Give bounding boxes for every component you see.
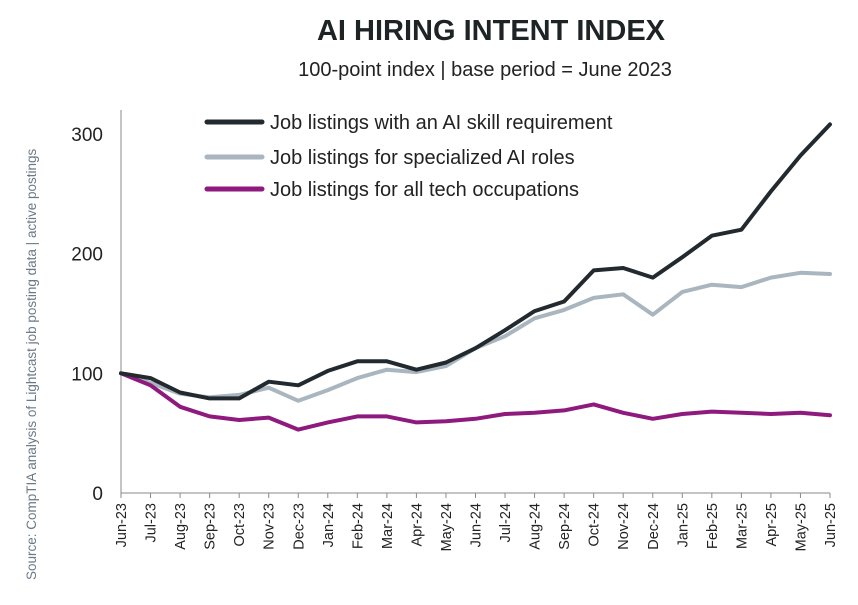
x-tick-label: Dec-24	[646, 503, 662, 550]
series-line-1	[119, 122, 832, 401]
x-tick-label: Feb-25	[705, 503, 721, 549]
x-tick-label: Feb-24	[350, 503, 366, 549]
y-tick-label: 200	[71, 245, 103, 266]
chart-subtitle: 100-point index | base period = June 202…	[298, 59, 672, 81]
x-tick-label: Mar-25	[734, 503, 750, 549]
x-tick-labels: Jun-23 Jul-23 Aug-23 Sep-23 Oct-23 Nov-23 Dec-…	[114, 503, 839, 551]
legend: Job listings with an AI skill requiremen…	[204, 112, 613, 201]
x-tick-label: Sep-23	[203, 503, 219, 550]
x-tick-label: Jan-24	[321, 503, 337, 547]
x-tick-label: Nov-23	[262, 503, 278, 550]
x-tick-label: Jun-24	[469, 503, 485, 547]
x-tick-label: Oct-24	[587, 503, 603, 547]
legend-item: Job listings with an AI skill requiremen…	[204, 112, 613, 134]
x-tick-label: Jan-25	[675, 503, 691, 547]
x-tick-label: May-24	[439, 503, 455, 551]
legend-label: Job listings with an AI skill requiremen…	[270, 112, 613, 134]
x-tick-label: Apr-25	[764, 503, 780, 547]
x-tick-label: May-25	[793, 503, 809, 551]
source-note: Source: CompTIA analysis of Lightcast jo…	[24, 149, 39, 580]
x-tick-label: Jul-23	[144, 503, 160, 543]
x-tick-label: Sep-24	[557, 503, 573, 550]
series-line-2	[119, 270, 832, 403]
x-tick-label: Nov-24	[616, 503, 632, 550]
series-lines	[119, 122, 832, 432]
plot-area: 0 100 200 300 Jun-23 Jul-23 Aug-23 Sep-23 Oct-2…	[71, 110, 839, 551]
legend-label: Job listings for specialized AI roles	[270, 147, 575, 169]
y-tick-labels: 0 100 200 300	[71, 125, 103, 505]
series-line-3	[119, 371, 832, 432]
legend-item: Job listings for specialized AI roles	[204, 147, 575, 169]
x-tick-label: Jun-23	[114, 503, 130, 547]
x-tick-label: Oct-23	[232, 503, 248, 547]
y-tick-label: 0	[92, 484, 103, 505]
x-tick-label: Aug-24	[528, 503, 544, 550]
x-tick-label: Apr-24	[409, 503, 425, 547]
legend-item: Job listings for all tech occupations	[204, 179, 579, 201]
x-tick-label: Dec-23	[291, 503, 307, 550]
x-tick-label: Jul-24	[498, 503, 514, 543]
x-tick-label: Aug-23	[173, 503, 189, 550]
x-tick-label: Jun-25	[823, 503, 839, 547]
chart-title: AI HIRING INTENT INDEX	[317, 15, 666, 47]
y-tick-label: 300	[71, 125, 103, 146]
legend-label: Job listings for all tech occupations	[270, 179, 579, 201]
x-tick-label: Mar-24	[380, 503, 396, 549]
x-tick-marks	[120, 493, 831, 498]
y-tick-label: 100	[71, 364, 103, 385]
